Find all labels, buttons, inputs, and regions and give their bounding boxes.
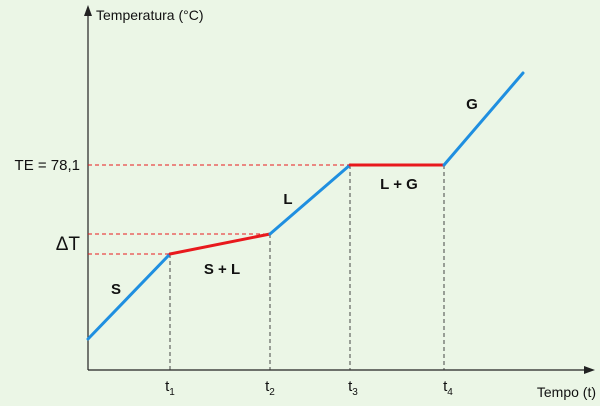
delta-t-label: ΔT bbox=[56, 234, 81, 255]
phase-label-gas: G bbox=[466, 96, 478, 113]
horizontal-guides bbox=[88, 164, 350, 255]
segment-gas bbox=[442, 71, 525, 167]
tick-label-t2-base: t bbox=[265, 378, 270, 395]
x-axis-title: Tempo (t) bbox=[537, 384, 596, 400]
tick-label-t1-base: t bbox=[165, 378, 170, 395]
vertical-guides bbox=[169, 165, 445, 370]
tick-label-t4-sub: 4 bbox=[447, 387, 453, 398]
tick-label-t1-sub: 1 bbox=[169, 387, 175, 398]
tick-label-t3-base: t bbox=[348, 378, 353, 395]
phase-label-solid: S bbox=[111, 281, 121, 298]
tick-label-t2: t2 bbox=[265, 378, 275, 398]
y-axis-arrow bbox=[84, 5, 92, 16]
segment-solid bbox=[86, 252, 172, 341]
phase-label-liquid-gas: L + G bbox=[380, 176, 418, 193]
tick-label-t2-sub: 2 bbox=[269, 387, 275, 398]
phase-label-solid-liquid: S + L bbox=[204, 261, 240, 278]
segment-solid-liquid bbox=[168, 232, 272, 256]
y-axis-title: Temperatura (°C) bbox=[96, 7, 204, 23]
x-axis-arrow bbox=[584, 366, 595, 374]
segment-liquid bbox=[268, 163, 352, 236]
tick-label-t3-sub: 3 bbox=[352, 387, 358, 398]
heating-curve bbox=[86, 71, 525, 341]
tick-label-t1: t1 bbox=[165, 378, 175, 398]
tick-label-t4-base: t bbox=[443, 378, 448, 395]
axes bbox=[84, 5, 595, 374]
tick-label-t4: t4 bbox=[443, 378, 453, 398]
boiling-point-label: TE = 78,1 bbox=[15, 157, 80, 174]
tick-label-t3: t3 bbox=[348, 378, 358, 398]
phase-label-liquid: L bbox=[283, 191, 292, 208]
